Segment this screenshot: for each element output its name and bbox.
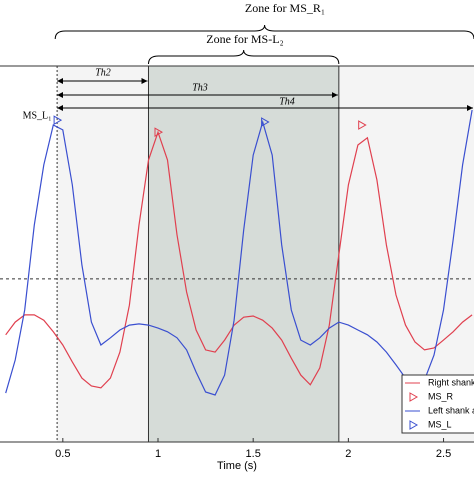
threshold-label: Th3 <box>192 82 208 93</box>
legend-label: Right shank a <box>428 377 474 387</box>
x-tick-label: 2.5 <box>436 448 451 460</box>
x-tick-label: 1 <box>155 448 161 460</box>
peak-label: MS_L₁ <box>23 110 52 121</box>
legend-label: MS_L <box>428 419 452 429</box>
threshold-label: Th2 <box>95 67 111 78</box>
zone-label: Zone for MS_R₁ <box>245 1 325 15</box>
zone-brace <box>147 49 340 65</box>
series-line <box>5 109 473 396</box>
x-tick-label: 2 <box>345 448 351 460</box>
peak-marker <box>53 115 63 126</box>
peak-marker <box>358 120 367 130</box>
peak-marker <box>261 117 270 127</box>
peak-marker <box>154 127 164 138</box>
zone-brace <box>54 24 474 40</box>
legend-marker <box>409 392 419 402</box>
x-tick-label: 0.5 <box>55 448 70 460</box>
x-tick-label: 1.5 <box>246 448 261 460</box>
legend-marker <box>409 420 419 430</box>
legend-label: MS_R <box>428 391 454 401</box>
threshold-label: Th4 <box>279 96 295 107</box>
zone-label: Zone for MS-L₂ <box>206 32 284 46</box>
legend-box <box>401 374 474 434</box>
series-line <box>5 130 473 389</box>
legend: Right shank a MS_R Left shank a MS_L <box>401 374 474 434</box>
legend-label: Left shank a <box>428 405 474 415</box>
x-axis-label: Time (s) <box>217 460 257 472</box>
